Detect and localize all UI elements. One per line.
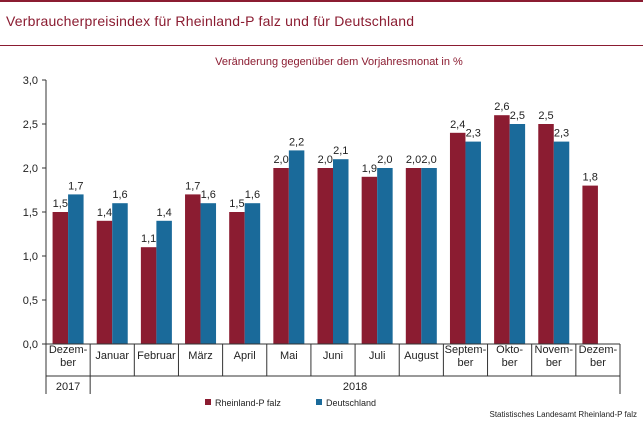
data-label: 1,7: [185, 180, 200, 192]
x-category-label: Januar: [95, 350, 129, 362]
data-label: 2,0: [377, 154, 392, 166]
data-label: 1,6: [112, 189, 127, 201]
bar-rlp: [538, 124, 554, 344]
data-label: 2,2: [289, 136, 304, 148]
data-label: 1,8: [583, 172, 598, 184]
x-category-label: April: [234, 350, 256, 362]
y-tick-label: 1,5: [23, 207, 38, 219]
x-category-label: Mai: [280, 350, 298, 362]
data-label: 1,4: [156, 207, 171, 219]
data-label: 1,9: [362, 163, 377, 175]
bar-rlp: [494, 115, 510, 344]
y-tick-label: 3,0: [23, 75, 38, 87]
legend-swatch: [205, 399, 211, 405]
legend-label: Rheinland-P falz: [215, 398, 281, 408]
bar-de: [112, 203, 128, 344]
bar-rlp: [229, 212, 245, 344]
data-label: 2,5: [538, 110, 553, 122]
data-label: 2,6: [494, 101, 509, 113]
data-label: 1,6: [245, 189, 260, 201]
data-label: 2,0: [406, 154, 421, 166]
x-category-label: Dezem-: [49, 344, 88, 356]
legend-label: Deutschland: [326, 398, 376, 408]
y-tick-label: 2,5: [23, 119, 38, 131]
bar-de: [553, 141, 570, 344]
y-tick-label: 1,0: [23, 251, 38, 263]
x-category-label: ber: [502, 357, 518, 369]
bar-rlp: [405, 168, 422, 344]
data-label: 1,5: [229, 198, 244, 210]
x-category-label: ber: [60, 357, 76, 369]
data-label: 1,6: [201, 189, 216, 201]
data-label: 2,0: [421, 154, 436, 166]
data-label: 2,1: [333, 145, 348, 157]
data-label: 1,5: [53, 198, 68, 210]
x-category-label: August: [404, 350, 438, 362]
bar-de: [333, 159, 349, 344]
bar-rlp: [317, 168, 333, 344]
x-category-label: ber: [458, 357, 474, 369]
source-note: Statistisches Landesamt Rheinland-P falz: [490, 410, 638, 419]
top-rule: [0, 0, 643, 2]
bar-rlp: [96, 220, 113, 344]
bar-rlp: [582, 185, 598, 344]
bar-de: [421, 168, 437, 344]
data-label: 2,5: [510, 110, 525, 122]
data-label: 1,7: [68, 180, 83, 192]
x-category-label: März: [188, 350, 212, 362]
y-tick-label: 2,0: [23, 163, 38, 175]
x-category-label: Februar: [137, 350, 176, 362]
bar-rlp: [52, 212, 69, 344]
x-category-label: Juni: [323, 350, 343, 362]
bar-rlp: [185, 194, 201, 344]
x-category-label: Novem-: [535, 344, 574, 356]
legend-swatch: [316, 399, 322, 405]
bar-rlp: [361, 176, 378, 344]
data-label: 2,3: [466, 128, 481, 140]
x-year-label: 2017: [56, 381, 80, 393]
x-year-label: 2018: [343, 381, 367, 393]
x-category-label: Septem-: [445, 344, 487, 356]
y-tick-label: 0,0: [23, 339, 38, 351]
x-category-label: ber: [590, 357, 606, 369]
x-category-label: ber: [546, 357, 562, 369]
bar-de: [156, 220, 172, 344]
bar-rlp: [140, 247, 157, 344]
x-category-label: Juli: [369, 350, 386, 362]
data-label: 2,4: [450, 119, 465, 131]
x-category-label: Dezem-: [579, 344, 618, 356]
data-label: 1,4: [97, 207, 112, 219]
bar-de: [244, 203, 261, 344]
chart-subtitle: Veränderung gegenüber dem Vorjahresmonat…: [215, 56, 463, 68]
bar-de: [509, 124, 526, 344]
data-label: 2,3: [554, 128, 569, 140]
bar-de: [465, 141, 481, 344]
y-tick-label: 0,5: [23, 295, 38, 307]
x-category-label: Okto-: [496, 344, 523, 356]
title-rule: [0, 45, 643, 46]
page-title: Verbraucherpreisindex für Rheinland-P fa…: [6, 13, 415, 29]
data-label: 2,0: [273, 154, 288, 166]
bar-de: [288, 150, 305, 344]
bar-rlp: [449, 132, 466, 344]
bar-rlp: [273, 168, 289, 344]
data-label: 2,0: [318, 154, 333, 166]
bar-de: [377, 168, 393, 344]
bar-de: [68, 194, 84, 344]
data-label: 1,1: [141, 233, 156, 245]
bar-de: [200, 203, 217, 344]
